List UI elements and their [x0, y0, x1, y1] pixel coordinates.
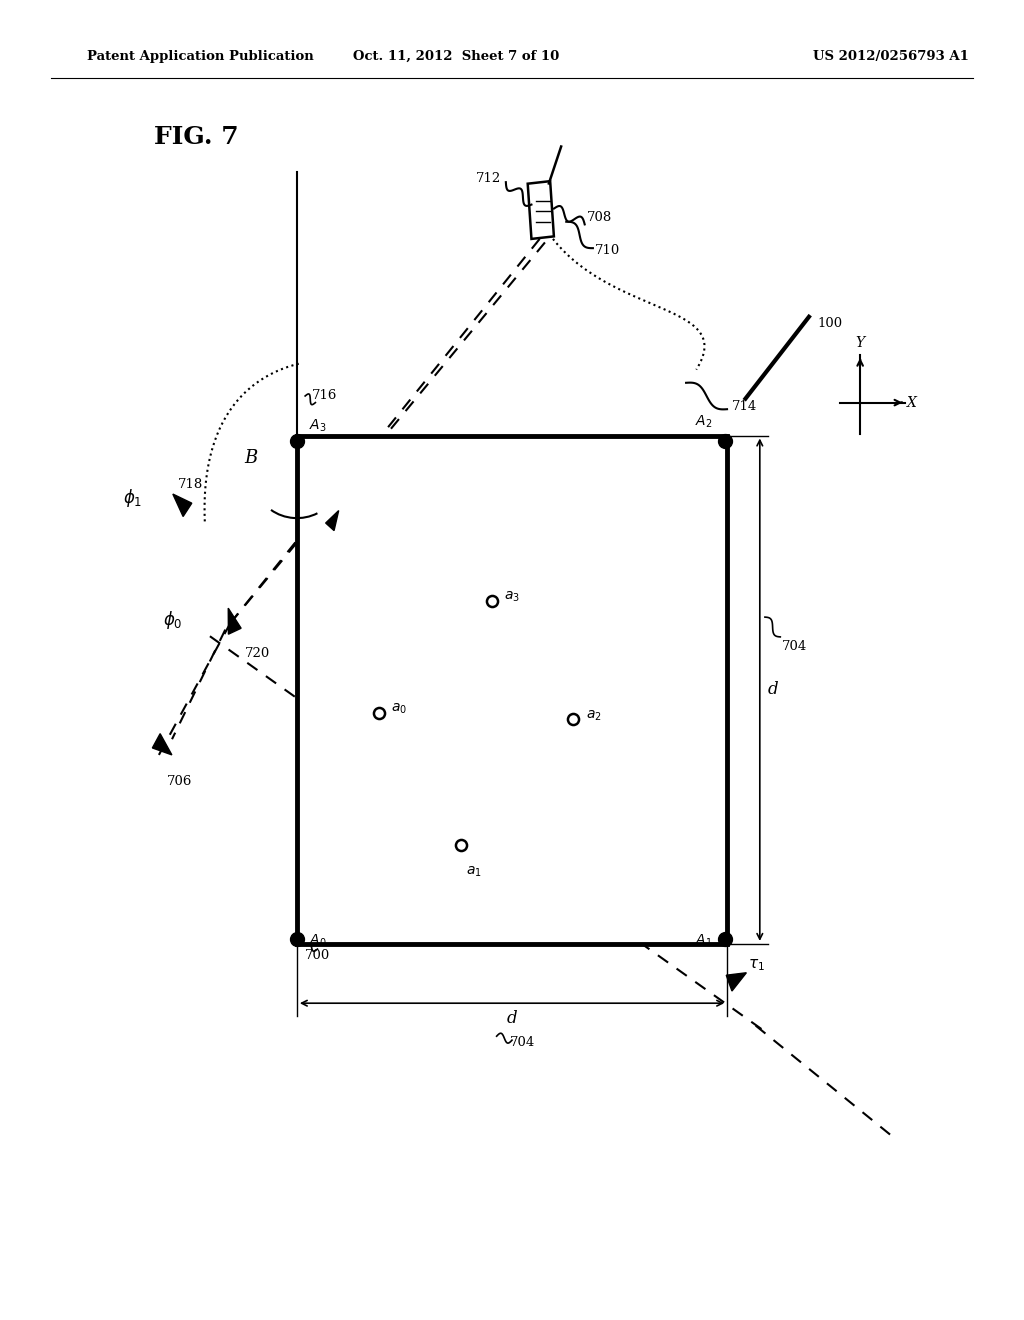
Text: Y: Y	[856, 335, 864, 350]
Text: $\tau_1$: $\tau_1$	[748, 957, 765, 973]
Text: 702: 702	[399, 729, 425, 742]
Text: $A_2$: $A_2$	[695, 414, 713, 430]
Text: $a_3$: $a_3$	[504, 590, 520, 603]
Text: $A_3$: $A_3$	[309, 418, 327, 434]
Text: Patent Application Publication: Patent Application Publication	[87, 50, 313, 63]
Text: $a_0$: $a_0$	[391, 702, 408, 715]
Text: FIG. 7: FIG. 7	[154, 125, 239, 149]
Text: $\phi_1$: $\phi_1$	[124, 487, 142, 508]
Text: $a_1$: $a_1$	[466, 865, 481, 879]
Text: Oct. 11, 2012  Sheet 7 of 10: Oct. 11, 2012 Sheet 7 of 10	[352, 50, 559, 63]
Text: 714: 714	[732, 400, 758, 413]
Text: 716: 716	[312, 389, 338, 403]
Text: US 2012/0256793 A1: US 2012/0256793 A1	[813, 50, 969, 63]
Text: $A_1$: $A_1$	[695, 933, 713, 949]
Text: 706: 706	[167, 775, 193, 788]
Text: X: X	[907, 396, 918, 409]
Text: 710: 710	[595, 244, 621, 257]
Text: d: d	[768, 681, 778, 698]
Text: 704: 704	[782, 639, 808, 652]
Polygon shape	[726, 973, 746, 991]
Text: 718: 718	[177, 478, 203, 491]
Text: B: B	[245, 449, 257, 467]
Polygon shape	[228, 609, 241, 634]
Bar	[527, 181, 554, 239]
Polygon shape	[153, 734, 172, 755]
Text: $\phi_0$: $\phi_0$	[163, 610, 183, 631]
Text: 700: 700	[305, 949, 331, 962]
Text: 708: 708	[587, 211, 612, 224]
Polygon shape	[326, 511, 339, 531]
Bar	[297, 436, 727, 944]
Text: d: d	[507, 1010, 517, 1027]
Text: 712: 712	[475, 172, 501, 185]
Polygon shape	[173, 494, 191, 516]
Text: $A_0$: $A_0$	[309, 933, 327, 949]
Text: 704: 704	[510, 1036, 535, 1049]
Text: 720: 720	[245, 647, 270, 660]
Text: 100: 100	[817, 317, 843, 330]
Text: $a_2$: $a_2$	[586, 709, 601, 722]
